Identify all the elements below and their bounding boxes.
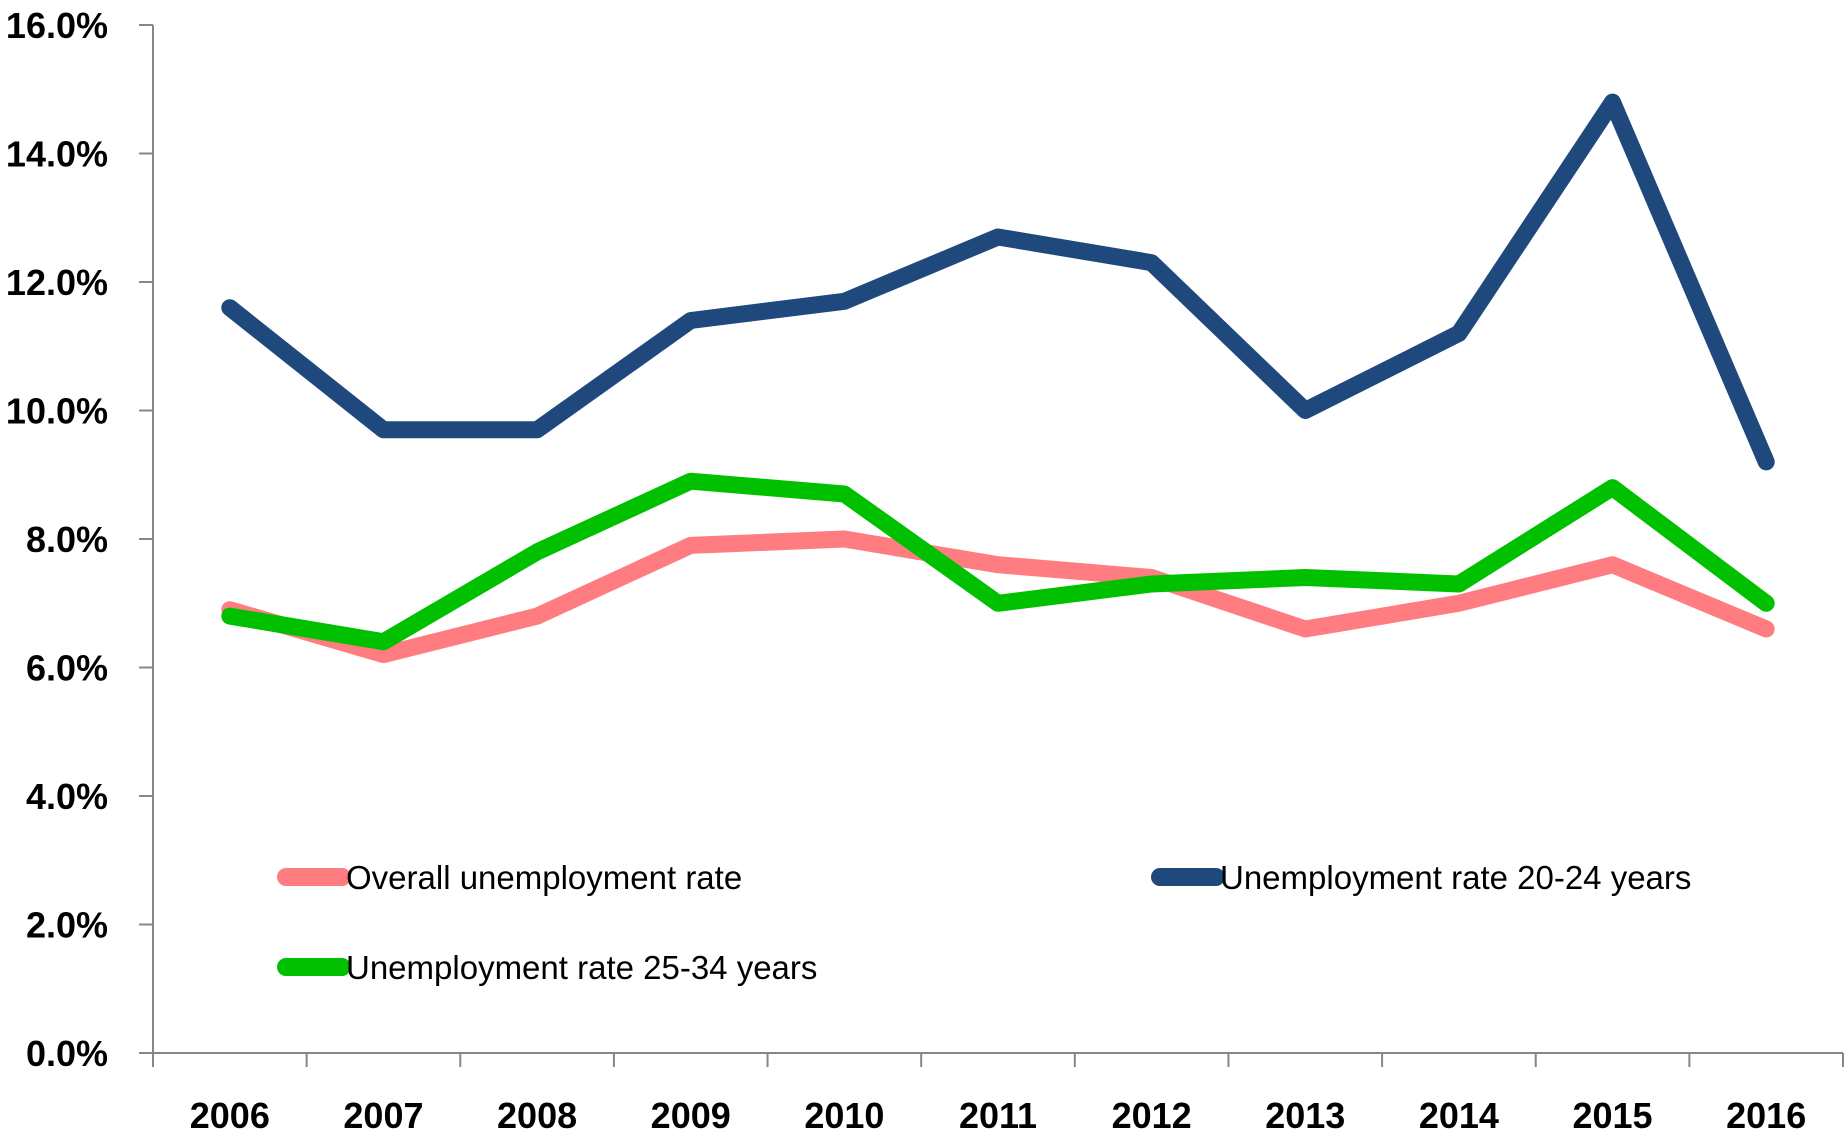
- y-tick-label: 4.0%: [26, 776, 108, 817]
- x-tick-label: 2011: [959, 1095, 1037, 1134]
- legend-entry-25-34: Unemployment rate 25-34 years: [277, 949, 817, 986]
- x-axis-tick-labels: 2006 2007 2008 2009 2010 2011 2012 2013 2014 2015…: [190, 1095, 1806, 1134]
- y-tick-label: 0.0%: [26, 1033, 108, 1074]
- x-tick-label: 2014: [1419, 1095, 1499, 1134]
- y-tick-label: 8.0%: [26, 519, 108, 560]
- y-tick-label: 6.0%: [26, 648, 108, 689]
- x-tick-label: 2016: [1726, 1095, 1806, 1134]
- legend-entry-20-24: Unemployment rate 20-24 years: [1151, 859, 1691, 896]
- x-tick-label: 2008: [497, 1095, 577, 1134]
- y-tick-label: 2.0%: [26, 905, 108, 946]
- x-tick-label: 2015: [1572, 1095, 1652, 1134]
- x-tick-label: 2010: [804, 1095, 884, 1134]
- legend-entry-overall: Overall unemployment rate: [277, 859, 742, 896]
- x-tick-label: 2013: [1265, 1095, 1345, 1134]
- y-tick-label: 16.0%: [6, 5, 108, 46]
- legend-label-25-34: Unemployment rate 25-34 years: [346, 949, 817, 986]
- series-line-25-34: [221, 472, 1775, 651]
- legend-label-20-24: Unemployment rate 20-24 years: [1220, 859, 1691, 896]
- x-tick-label: 2012: [1112, 1095, 1192, 1134]
- y-tick-label: 10.0%: [6, 391, 108, 432]
- x-tick-label: 2009: [651, 1095, 731, 1134]
- y-axis-tick-labels: 0.0% 2.0% 4.0% 6.0% 8.0% 10.0% 12.0% 14.0% 16.0%: [6, 5, 108, 1074]
- series-line-20-24: [221, 93, 1775, 471]
- series-line-overall: [221, 530, 1775, 664]
- y-tick-label: 14.0%: [6, 134, 108, 175]
- chart-axes: [139, 24, 1844, 1067]
- x-tick-label: 2007: [343, 1095, 423, 1134]
- legend: Overall unemployment rate Unemployment r…: [277, 859, 1691, 986]
- x-tick-label: 2006: [190, 1095, 270, 1134]
- y-tick-label: 12.0%: [6, 262, 108, 303]
- chart-series: [221, 93, 1775, 664]
- legend-label-overall: Overall unemployment rate: [346, 859, 742, 896]
